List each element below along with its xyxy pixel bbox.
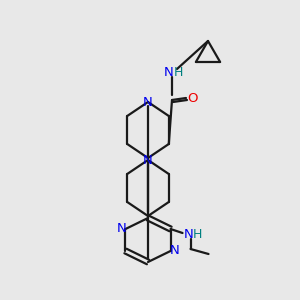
Text: N: N (164, 65, 174, 79)
Text: N: N (143, 154, 153, 166)
Text: N: N (184, 229, 194, 242)
Text: O: O (187, 92, 197, 104)
Text: H: H (173, 65, 183, 79)
Text: N: N (143, 95, 153, 109)
Text: H: H (193, 227, 202, 241)
Text: N: N (169, 244, 179, 257)
Text: N: N (117, 223, 126, 236)
